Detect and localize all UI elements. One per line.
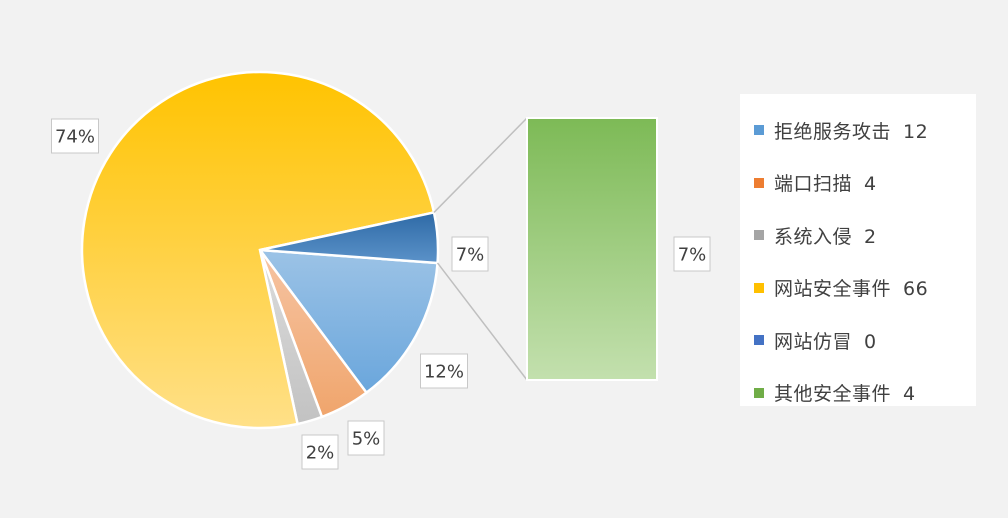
legend-name: 系统入侵	[774, 225, 853, 248]
legend-name: 网站仿冒	[774, 330, 853, 353]
data-label-intrusion: 2%	[301, 434, 339, 470]
legend-swatch	[754, 282, 764, 293]
legend-count: 0	[864, 330, 877, 353]
secondary-bar-segment-other-events	[526, 117, 658, 381]
legend-item: 系统入侵 2	[754, 209, 976, 262]
pie-slices	[80, 70, 440, 430]
data-labels: 74% 7% 12% 5% 2% 7%	[51, 118, 711, 470]
legend-swatch	[754, 177, 764, 188]
connector-lines	[433, 117, 528, 381]
svg-text:7%: 7%	[456, 245, 485, 266]
legend-count: 4	[864, 173, 877, 196]
legend-count: 12	[903, 120, 929, 143]
legend-name: 拒绝服务攻击	[774, 120, 892, 143]
legend-label: 网站仿冒 0	[774, 327, 877, 354]
legend-item: 网站安全事件 66	[754, 262, 976, 315]
legend-label: 端口扫描 4	[774, 169, 877, 196]
legend-label: 网站安全事件 66	[774, 274, 928, 301]
secondary-bar	[526, 117, 658, 381]
svg-text:5%: 5%	[352, 429, 381, 450]
legend-name: 其他安全事件	[774, 383, 892, 406]
legend-swatch	[754, 125, 764, 136]
svg-text:12%: 12%	[424, 362, 464, 383]
legend-label: 拒绝服务攻击 12	[774, 117, 928, 144]
data-label-secondary-bar: 7%	[673, 236, 711, 272]
legend-count: 4	[903, 383, 916, 406]
legend-item: 其他安全事件 4	[754, 367, 976, 420]
svg-text:74%: 74%	[55, 127, 95, 148]
pie-slice-other-group	[259, 210, 440, 265]
svg-text:7%: 7%	[678, 245, 707, 266]
legend-label: 系统入侵 2	[774, 222, 877, 249]
legend-item: 端口扫描 4	[754, 157, 976, 210]
legend: 拒绝服务攻击 12 端口扫描 4 系统入侵 2 网站安全事件 66 网站仿冒 0 其他安全…	[740, 94, 976, 406]
data-label-web-security: 74%	[51, 118, 99, 154]
legend-label: 其他安全事件 4	[774, 379, 916, 406]
legend-count: 66	[903, 278, 929, 301]
svg-text:2%: 2%	[306, 443, 335, 464]
legend-swatch	[754, 230, 764, 241]
legend-name: 网站安全事件	[774, 278, 892, 301]
legend-item: 网站仿冒 0	[754, 314, 976, 367]
connector-line-top	[433, 117, 528, 213]
data-label-port-scan: 5%	[347, 420, 385, 456]
legend-name: 端口扫描	[774, 173, 853, 196]
pie-slice-ddos	[257, 248, 439, 395]
legend-swatch	[754, 387, 764, 398]
legend-item: 拒绝服务攻击 12	[754, 104, 976, 157]
legend-swatch	[754, 335, 764, 346]
data-label-ddos: 12%	[420, 353, 468, 389]
pie-slice-web-security	[80, 70, 436, 430]
connector-line-bottom	[436, 262, 528, 381]
data-label-other-group: 7%	[451, 236, 489, 272]
legend-count: 2	[864, 225, 877, 248]
